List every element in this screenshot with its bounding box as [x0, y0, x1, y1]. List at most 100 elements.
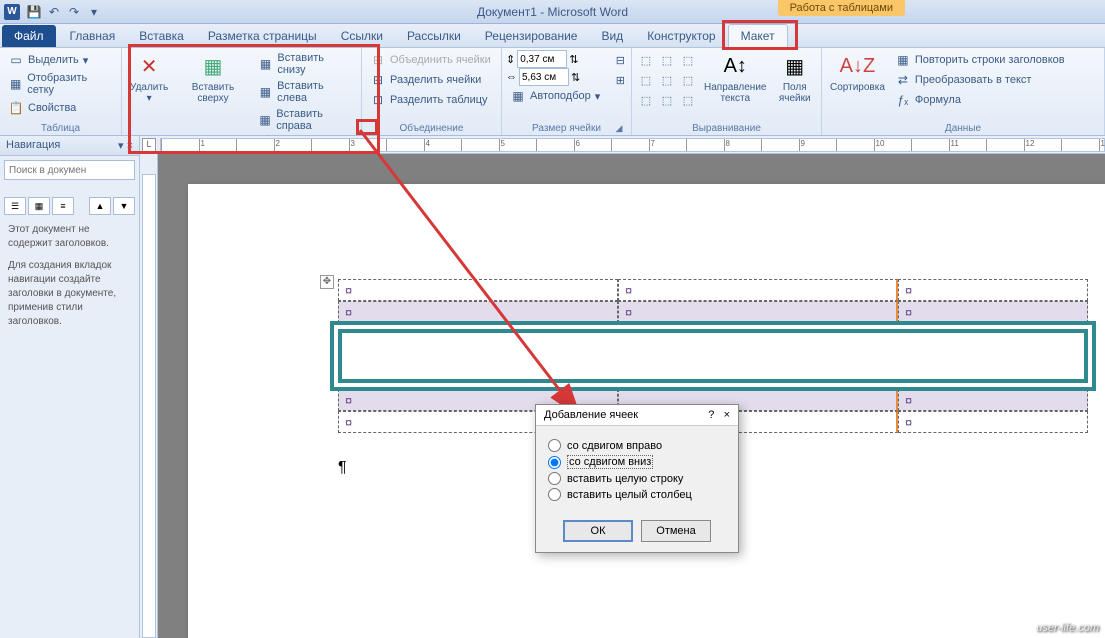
split-table-icon: ⊡: [370, 92, 386, 108]
insert-top-button[interactable]: ▦ Вставить сверху: [174, 50, 252, 106]
show-grid-button[interactable]: ▦Отобразить сетку: [4, 70, 117, 98]
table-cell[interactable]: ¤: [618, 279, 898, 301]
convert-to-text-button[interactable]: ⇄Преобразовать в текст: [891, 70, 1069, 90]
tab-insert[interactable]: Вставка: [127, 25, 196, 47]
save-icon[interactable]: 💾: [24, 3, 44, 21]
row-height-input[interactable]: [517, 50, 567, 68]
nav-dropdown-icon[interactable]: ▾: [118, 140, 124, 152]
nav-search-input[interactable]: [4, 160, 135, 180]
table-cell[interactable]: [342, 343, 622, 369]
cell-margins-icon: ▦: [781, 52, 809, 80]
repeat-headers-button[interactable]: ▦Повторить строки заголовков: [891, 50, 1069, 70]
table-cell[interactable]: ¤: [898, 411, 1088, 433]
close-icon[interactable]: ×: [724, 409, 730, 421]
select-button[interactable]: ▭Выделить ▾: [4, 50, 117, 70]
align-mr-icon[interactable]: ⬚: [678, 70, 698, 90]
split-cells-button[interactable]: ⊟Разделить ячейки: [366, 70, 495, 90]
align-bc-icon[interactable]: ⬚: [657, 90, 677, 110]
repeat-headers-icon: ▦: [895, 52, 911, 68]
window-title: Документ1 - Microsoft Word: [477, 5, 628, 19]
nav-headings-icon[interactable]: ☰: [4, 197, 26, 215]
insert-bottom-icon: ▦: [258, 56, 274, 72]
qat-more-icon[interactable]: ▾: [84, 3, 104, 21]
group-table-label: Таблица: [4, 122, 117, 135]
word-app-icon: W: [4, 4, 20, 20]
radio-shift-down[interactable]: со сдвигом вниз: [548, 455, 726, 469]
sort-button[interactable]: A↓Z Сортировка: [826, 50, 889, 95]
formula-icon: ƒₓ: [895, 92, 911, 108]
insert-bottom-button[interactable]: ▦Вставить снизу: [254, 50, 357, 78]
group-merge: ⊞Объединить ячейки ⊟Разделить ячейки ⊡Ра…: [362, 48, 502, 135]
tab-file[interactable]: Файл: [2, 25, 56, 47]
navigation-panel: Навигация ▾ × 🔍 ☰ ▦ ≡ ▲ ▼ Этот документ …: [0, 136, 140, 638]
help-icon[interactable]: ?: [708, 409, 714, 421]
nav-results-icon[interactable]: ≡: [52, 197, 74, 215]
tab-view[interactable]: Вид: [589, 25, 635, 47]
group-alignment: ⬚⬚⬚ ⬚⬚⬚ ⬚⬚⬚ A↕ Направление текста ▦ Поля…: [632, 48, 822, 135]
spinner-icon[interactable]: ⇅: [571, 71, 580, 84]
merge-cells-button[interactable]: ⊞Объединить ячейки: [366, 50, 495, 70]
table-cell[interactable]: ¤: [898, 389, 1088, 411]
nav-next-icon[interactable]: ▼: [113, 197, 135, 215]
formula-button[interactable]: ƒₓФормула: [891, 90, 1069, 110]
grid-icon: ▦: [8, 76, 23, 92]
align-ml-icon[interactable]: ⬚: [636, 70, 656, 90]
insert-left-icon: ▦: [258, 84, 273, 100]
align-mc-icon[interactable]: ⬚: [657, 70, 677, 90]
distribute-rows-icon[interactable]: ⊟: [610, 50, 630, 70]
col-width-input[interactable]: [519, 68, 569, 86]
spinner-icon[interactable]: ⇅: [569, 53, 578, 66]
watermark: user-life.com: [1036, 622, 1099, 634]
group-data: A↓Z Сортировка ▦Повторить строки заголов…: [822, 48, 1105, 135]
group-cell-size-label: Размер ячейки◢: [506, 122, 627, 135]
align-tl-icon[interactable]: ⬚: [636, 50, 656, 70]
insert-right-icon: ▦: [258, 112, 272, 128]
tab-references[interactable]: Ссылки: [329, 25, 395, 47]
table-cell[interactable]: ¤: [898, 301, 1088, 323]
redo-icon[interactable]: ↷: [64, 3, 84, 21]
distribute-cols-icon[interactable]: ⊞: [610, 70, 630, 90]
align-bl-icon[interactable]: ⬚: [636, 90, 656, 110]
align-br-icon[interactable]: ⬚: [678, 90, 698, 110]
ok-button[interactable]: ОК: [563, 520, 633, 542]
tab-home[interactable]: Главная: [58, 25, 128, 47]
paragraph-mark-icon: ¶: [338, 459, 347, 477]
text-direction-button[interactable]: A↕ Направление текста: [700, 50, 770, 106]
align-tr-icon[interactable]: ⬚: [678, 50, 698, 70]
cancel-button[interactable]: Отмена: [641, 520, 711, 542]
table-cell[interactable]: ¤: [618, 301, 898, 323]
tab-table-layout[interactable]: Макет: [728, 24, 788, 47]
nav-prev-icon[interactable]: ▲: [89, 197, 111, 215]
undo-icon[interactable]: ↶: [44, 3, 64, 21]
tab-review[interactable]: Рецензирование: [473, 25, 590, 47]
radio-entire-row[interactable]: вставить целую строку: [548, 472, 726, 485]
radio-entire-col[interactable]: вставить целый столбец: [548, 488, 726, 501]
tab-layout[interactable]: Разметка страницы: [196, 25, 329, 47]
table-move-handle-icon[interactable]: ✥: [320, 275, 334, 289]
table-cell[interactable]: ¤: [338, 279, 618, 301]
properties-button[interactable]: 📋Свойства: [4, 98, 117, 118]
cell-margins-button[interactable]: ▦ Поля ячейки: [772, 50, 817, 106]
dialog-launcher-icon[interactable]: ◢: [613, 123, 625, 135]
close-icon[interactable]: ×: [127, 140, 133, 152]
horizontal-ruler[interactable]: L 123456789101112131415: [140, 136, 1105, 154]
tab-mailings[interactable]: Рассылки: [395, 25, 473, 47]
title-bar: W 💾 ↶ ↷ ▾ Документ1 - Microsoft Word Раб…: [0, 0, 1105, 24]
insert-left-button[interactable]: ▦Вставить слева: [254, 78, 357, 106]
insert-right-button[interactable]: ▦Вставить справа: [254, 106, 357, 134]
split-table-button[interactable]: ⊡Разделить таблицу: [366, 90, 495, 110]
tab-design[interactable]: Конструктор: [635, 25, 727, 47]
autofit-icon: ▦: [510, 88, 526, 104]
radio-shift-right[interactable]: со сдвигом вправо: [548, 439, 726, 452]
vertical-ruler[interactable]: [140, 154, 158, 638]
tab-selector-icon[interactable]: L: [142, 138, 156, 152]
group-cell-size: ⇕⇅ ⇔⇅ ▦Автоподбор ▾ ⊟ ⊞ Размер ячейки◢: [502, 48, 632, 135]
table-cell[interactable]: ¤: [898, 279, 1088, 301]
autofit-button[interactable]: ▦Автоподбор ▾: [506, 86, 604, 106]
nav-pages-icon[interactable]: ▦: [28, 197, 50, 215]
table-cell[interactable]: ¤: [338, 301, 618, 323]
delete-button[interactable]: ✕ Удалить▾: [126, 50, 172, 106]
add-cells-dialog: Добавление ячеек ? × со сдвигом вправо с…: [535, 404, 739, 553]
align-tc-icon[interactable]: ⬚: [657, 50, 677, 70]
dialog-titlebar[interactable]: Добавление ячеек ? ×: [536, 405, 738, 426]
